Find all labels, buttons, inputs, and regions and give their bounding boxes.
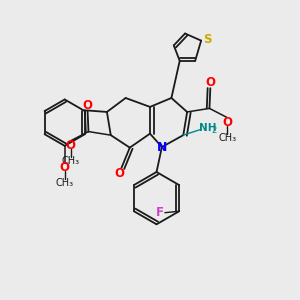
Text: CH₃: CH₃ [56, 178, 74, 188]
Text: O: O [115, 167, 125, 180]
Text: CH₃: CH₃ [218, 133, 236, 142]
Text: O: O [82, 99, 93, 112]
Text: NH: NH [199, 123, 216, 133]
Text: O: O [222, 116, 232, 129]
Text: CH₃: CH₃ [61, 156, 80, 166]
Text: N: N [157, 140, 167, 154]
Text: 2: 2 [212, 126, 217, 135]
Text: F: F [156, 206, 164, 219]
Text: O: O [60, 161, 70, 174]
Text: O: O [66, 139, 76, 152]
Text: S: S [203, 33, 211, 46]
Text: O: O [205, 76, 215, 89]
